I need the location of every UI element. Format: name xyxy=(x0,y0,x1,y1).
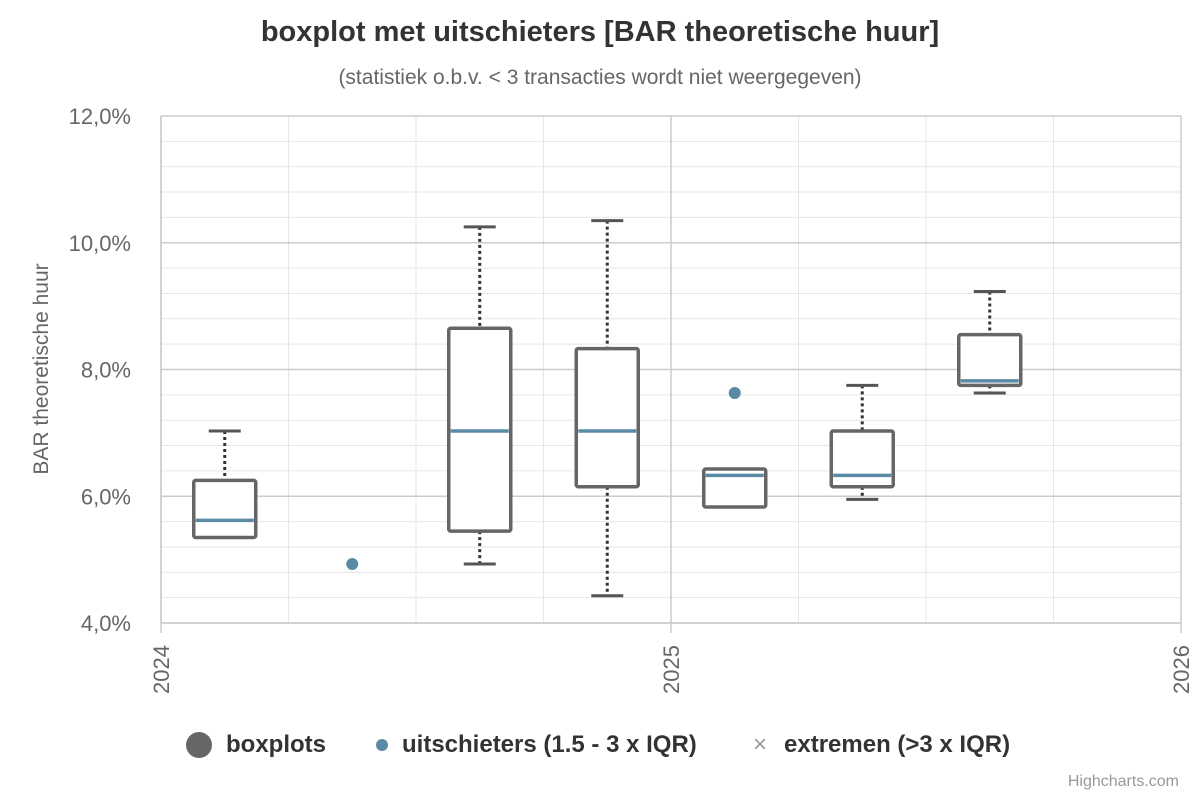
y-tick-label: 6,0% xyxy=(81,484,131,509)
outlier-series xyxy=(346,386,741,571)
chart-title: boxplot met uitschieters [BAR theoretisc… xyxy=(260,16,940,48)
outlier-point xyxy=(728,386,741,399)
legend-item-boxplots[interactable]: boxplots xyxy=(186,725,326,765)
box-3 xyxy=(574,219,640,598)
chart-subtitle: (statistiek o.b.v. < 3 transacties wordt… xyxy=(338,66,862,89)
y-axis-ticks: 4,0% 6,0% 8,0% 10,0% 12,0% xyxy=(69,104,131,636)
y-tick-label: 8,0% xyxy=(81,358,131,383)
box-body xyxy=(192,478,258,540)
boxplot-chart: 4,0% 6,0% 8,0% 10,0% 12,0% 2024 2025 2026 BAR … xyxy=(30,104,1194,694)
credits-link[interactable]: Highcharts.com xyxy=(1067,773,1179,790)
y-tick-label: 10,0% xyxy=(69,231,131,256)
y-axis-label: BAR theoretische huur xyxy=(30,263,53,474)
legend-extremes-label: extremen (>3 x IQR) xyxy=(784,731,1011,758)
box-5 xyxy=(829,383,895,501)
box-4 xyxy=(702,467,768,509)
x-tick-label: 2025 xyxy=(659,645,684,694)
outlier-point xyxy=(346,558,359,571)
legend-extremes-cross-icon: × xyxy=(752,731,767,758)
box-1 xyxy=(192,429,258,540)
box-2 xyxy=(447,225,513,566)
box-body xyxy=(702,467,768,509)
box-body xyxy=(957,332,1023,388)
box-6 xyxy=(957,290,1023,395)
legend-item-outliers[interactable]: uitschieters (1.5 - 3 x IQR) xyxy=(376,725,697,765)
x-axis-ticks: 2024 2025 2026 xyxy=(149,623,1194,694)
legend-outliers-symbol xyxy=(376,739,388,751)
y-tick-label: 4,0% xyxy=(81,611,131,636)
legend-outliers-label: uitschieters (1.5 - 3 x IQR) xyxy=(402,731,697,758)
legend-boxplots-symbol xyxy=(186,732,212,758)
legend: boxplots uitschieters (1.5 - 3 x IQR) × … xyxy=(0,725,1200,765)
legend-boxplots-label: boxplots xyxy=(226,731,326,758)
legend-item-extremes[interactable]: × extremen (>3 x IQR) xyxy=(750,725,1010,765)
box-body xyxy=(829,429,895,489)
y-tick-label: 12,0% xyxy=(69,104,131,129)
x-tick-label: 2026 xyxy=(1169,645,1194,694)
box-body xyxy=(574,346,640,489)
boxplot-series xyxy=(192,219,1023,598)
x-tick-label: 2024 xyxy=(149,645,174,694)
